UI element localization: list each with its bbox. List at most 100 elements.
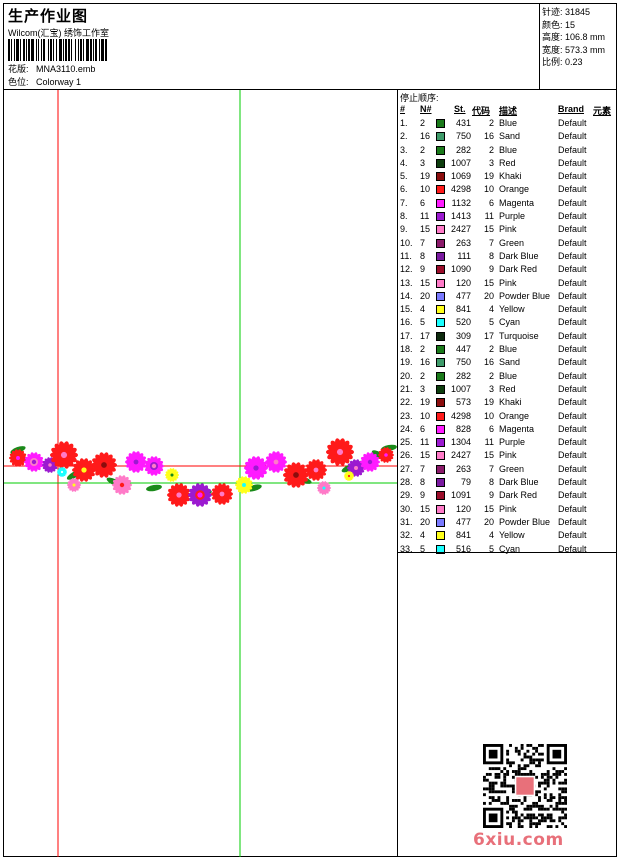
row-description: Red <box>499 157 516 168</box>
color-swatch <box>436 531 445 541</box>
row-brand: Default <box>558 450 587 461</box>
header-info: 生产作业图 Wilcom(汇宝) 绣饰工作室 花版: MNA3110.emb 色位… <box>4 4 540 90</box>
row-stitches: 1091 <box>450 490 471 501</box>
colorway-value: Colorway 1 <box>36 77 82 87</box>
color-swatch <box>436 265 445 275</box>
row-stitches: 1413 <box>450 211 471 222</box>
row-description: Pink <box>499 503 517 514</box>
table-row: 28. 8 79 8 Dark Blue Default <box>400 476 614 489</box>
table-row: 33. 5 516 5 Cyan Default <box>400 543 614 556</box>
row-description: Pink <box>499 277 517 288</box>
row-stop: 30. <box>400 503 413 514</box>
table-row: 31. 20 477 20 Powder Blue Default <box>400 516 614 529</box>
row-code: 8 <box>488 250 494 261</box>
color-swatch <box>436 145 445 155</box>
row-brand: Default <box>558 516 587 527</box>
row-needle: 3 <box>420 157 426 168</box>
row-code: 2 <box>488 144 494 155</box>
row-stitches: 828 <box>455 423 471 434</box>
row-stitches: 79 <box>460 477 471 488</box>
row-stitches: 750 <box>455 357 471 368</box>
color-swatch <box>436 424 445 434</box>
row-stop: 5. <box>400 171 408 182</box>
table-row: 8. 11 1413 11 Purple Default <box>400 210 614 223</box>
row-brand: Default <box>558 543 587 554</box>
row-brand: Default <box>558 277 587 288</box>
row-stitches: 111 <box>457 250 471 261</box>
row-brand: Default <box>558 463 587 474</box>
table-row: 13. 15 120 15 Pink Default <box>400 277 614 290</box>
row-code: 2 <box>488 370 494 381</box>
table-row: 27. 7 263 7 Green Default <box>400 463 614 476</box>
row-stitches: 1007 <box>450 383 471 394</box>
row-description: Powder Blue <box>499 290 551 301</box>
row-description: Purple <box>499 211 526 222</box>
color-swatch <box>436 544 445 554</box>
row-brand: Default <box>558 530 587 541</box>
table-row: 21. 3 1007 3 Red Default <box>400 383 614 396</box>
row-code: 7 <box>488 463 494 474</box>
row-stitches: 1090 <box>450 264 471 275</box>
color-swatch <box>436 119 445 128</box>
row-stop: 23. <box>400 410 413 421</box>
table-row: 10. 7 263 7 Green Default <box>400 237 614 250</box>
row-needle: 3 <box>420 383 426 394</box>
row-needle: 19 <box>420 171 431 182</box>
color-swatch <box>436 504 445 514</box>
row-brand: Default <box>558 410 587 421</box>
table-row: 32. 4 841 4 Yellow Default <box>400 529 614 542</box>
table-row: 23. 10 4298 10 Orange Default <box>400 410 614 423</box>
row-stop: 9. <box>400 224 408 235</box>
table-row: 1. 2 431 2 Blue Default <box>400 117 614 130</box>
row-needle: 7 <box>420 463 426 474</box>
row-stop: 8. <box>400 211 408 222</box>
row-brand: Default <box>558 118 587 128</box>
row-needle: 9 <box>420 490 426 501</box>
row-description: Pink <box>499 450 517 461</box>
color-swatch <box>436 358 445 368</box>
row-needle: 20 <box>420 516 431 527</box>
row-needle: 15 <box>420 277 431 288</box>
row-stitches: 750 <box>455 131 471 142</box>
embroidery-preview <box>4 90 397 857</box>
col-brand: Brand <box>558 104 585 114</box>
stat-height: 高度: 106.8 mm <box>542 32 606 42</box>
row-needle: 2 <box>420 344 426 355</box>
col-description: 描述 <box>499 106 518 116</box>
row-code: 15 <box>483 450 494 461</box>
row-code: 6 <box>488 197 494 208</box>
row-stop: 6. <box>400 184 408 195</box>
row-stop: 2. <box>400 131 408 142</box>
color-swatch <box>436 305 445 315</box>
row-needle: 2 <box>420 144 426 155</box>
row-stop: 29. <box>400 490 413 501</box>
row-needle: 11 <box>420 211 430 222</box>
table-row: 26. 15 2427 15 Pink Default <box>400 449 614 462</box>
row-stop: 33. <box>400 543 413 554</box>
row-description: Dark Red <box>499 264 538 275</box>
table-row: 29. 9 1091 9 Dark Red Default <box>400 489 614 502</box>
row-code: 11 <box>484 211 494 222</box>
row-description: Dark Red <box>499 490 538 501</box>
table-row: 19. 16 750 16 Sand Default <box>400 356 614 369</box>
col-element: 元素 <box>593 106 612 116</box>
stop-sequence-panel: 停止顺序: # N# St. 代码 描述 Brand 元素 1. 2 431 2 Blu… <box>398 90 616 857</box>
row-stitches: 477 <box>455 516 471 527</box>
row-stop: 17. <box>400 330 413 341</box>
stat-scale: 比例: 0.23 <box>542 57 583 67</box>
row-description: Powder Blue <box>499 516 551 527</box>
col-stop: # <box>400 104 406 114</box>
row-stop: 14. <box>400 290 413 301</box>
table-row: 17. 17 309 17 Turquoise Default <box>400 330 614 343</box>
row-stitches: 282 <box>455 370 471 381</box>
row-stitches: 120 <box>455 503 471 514</box>
color-swatch <box>436 478 445 488</box>
color-swatch <box>436 185 445 195</box>
row-description: Orange <box>499 184 530 195</box>
row-stitches: 4298 <box>450 410 471 421</box>
row-description: Blue <box>499 344 518 355</box>
row-needle: 8 <box>420 477 426 488</box>
row-code: 3 <box>488 157 494 168</box>
row-code: 16 <box>483 131 494 142</box>
row-stop: 12. <box>400 264 413 275</box>
